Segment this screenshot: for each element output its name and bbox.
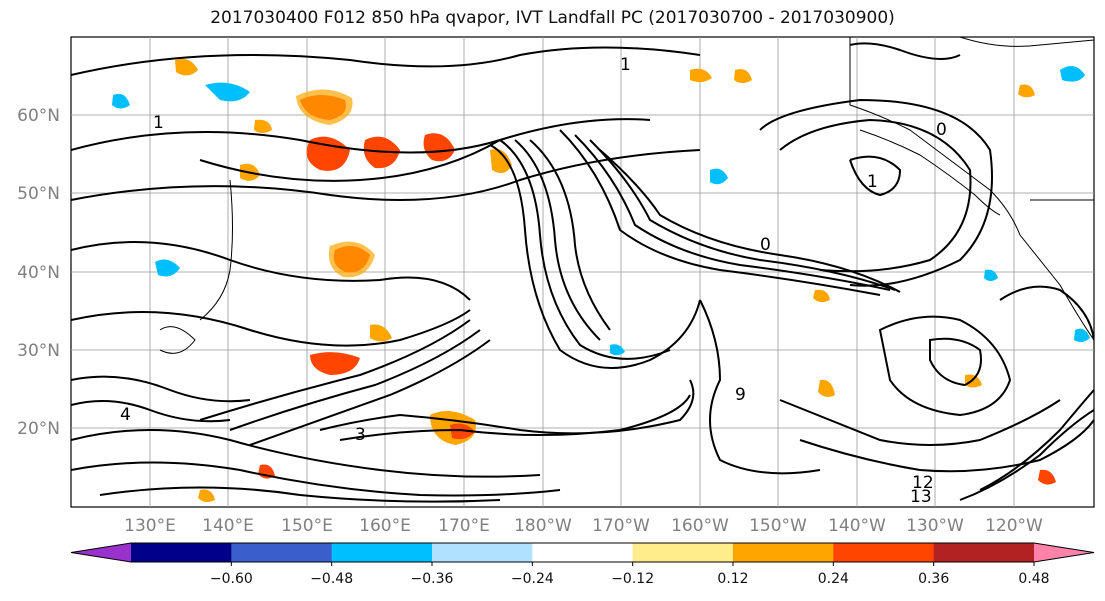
coastlines [159, 37, 1094, 354]
longitude-labels: 130°E 140°E 150°E 160°E 170°E 180°W 170°… [124, 516, 1043, 536]
lat-label: 50°N [17, 184, 60, 204]
colorbar-tick-label: 0.48 [1018, 571, 1049, 587]
contour-label: 3 [355, 425, 366, 445]
lon-label: 180°W [514, 516, 572, 536]
contour-label: 0 [760, 235, 771, 255]
colorbar-extend-low [71, 543, 131, 562]
contour-label: 12 [912, 473, 934, 493]
colorbar-tick-label: 0.24 [818, 571, 849, 587]
colorbar-tick-label: −0.60 [210, 571, 253, 587]
contour-label: 9 [735, 385, 746, 405]
colorbar-swatch [632, 543, 734, 562]
contour-label: 1 [153, 113, 164, 133]
colorbar-swatch [532, 543, 634, 562]
colorbar-swatch [933, 543, 1035, 562]
lon-label: 160°W [671, 516, 729, 536]
anomaly-shading [112, 58, 1090, 503]
lon-label: 170°W [592, 516, 650, 536]
lon-label: 150°E [281, 516, 333, 536]
colorbar-swatch [331, 543, 433, 562]
lon-label: 140°E [202, 516, 254, 536]
lon-label: 170°E [438, 516, 490, 536]
colorbar-swatch [131, 543, 232, 562]
colorbar-swatch [432, 543, 533, 562]
lat-label: 20°N [17, 419, 60, 439]
colorbar-swatch [733, 543, 834, 562]
colorbar: −0.60 −0.48 −0.36 −0.24 −0.12 0.12 0.24 0.36 0.4… [70, 542, 1095, 587]
colorbar-swatch [833, 543, 935, 562]
colorbar-tick-label: 0.12 [717, 571, 748, 587]
map-panel: 1 0 1 0 1 3 9 12 13 4 [70, 36, 1095, 508]
colorbar-tick-label: −0.12 [611, 571, 654, 587]
colorbar-tick-label: 0.36 [918, 571, 949, 587]
colorbar-tick-label: −0.48 [310, 571, 353, 587]
contour-label: 1 [867, 172, 878, 192]
lon-label: 130°E [124, 516, 176, 536]
contour-label: 0 [936, 120, 947, 140]
lon-label: 120°W [985, 516, 1043, 536]
colorbar-extend-high [1034, 543, 1094, 562]
contour-label: 4 [120, 405, 131, 425]
lat-label: 40°N [17, 263, 60, 283]
contour-label: 1 [620, 55, 631, 75]
colorbar-tick-label: −0.36 [411, 571, 454, 587]
lon-label: 160°E [359, 516, 411, 536]
latitude-labels: 60°N 50°N 40°N 30°N 20°N [17, 106, 60, 439]
lat-label: 30°N [17, 341, 60, 361]
gridlines [71, 37, 1094, 507]
colorbar-swatch [231, 543, 333, 562]
contour-label: 13 [910, 487, 932, 507]
lat-label: 60°N [17, 106, 60, 126]
contour-lines [71, 42, 1094, 503]
lon-label: 140°W [828, 516, 886, 536]
lon-label: 130°W [906, 516, 964, 536]
map-title: 2017030400 F012 850 hPa qvapor, IVT Land… [210, 8, 895, 28]
lon-label: 150°W [749, 516, 807, 536]
colorbar-tick-label: −0.24 [511, 571, 554, 587]
